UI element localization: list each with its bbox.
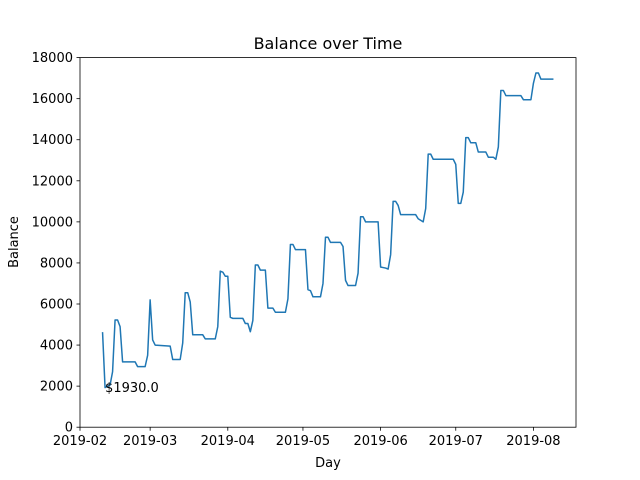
- x-tick-label: 2019-07: [429, 434, 483, 449]
- y-tick-label: 6000: [40, 298, 73, 313]
- x-tick-label: 2019-03: [123, 434, 177, 449]
- x-tick-label: 2019-06: [353, 434, 407, 449]
- y-tick-label: 16000: [32, 92, 73, 107]
- chart-title: Balance over Time: [254, 34, 403, 53]
- x-tick-label: 2019-02: [53, 434, 107, 449]
- y-tick-label: 18000: [32, 51, 73, 66]
- y-tick-label: 0: [65, 421, 73, 436]
- annotation: $1930.0: [105, 381, 159, 396]
- x-axis-label: Day: [315, 456, 341, 471]
- x-tick-label: 2019-04: [201, 434, 255, 449]
- y-tick-label: 14000: [32, 133, 73, 148]
- y-axis-label: Balance: [7, 216, 22, 268]
- plot-frame: [79, 57, 577, 428]
- line-series: [101, 72, 554, 389]
- x-tick-label: 2019-05: [276, 434, 330, 449]
- y-tick-label: 8000: [40, 256, 73, 271]
- y-tick-label: 4000: [40, 339, 73, 354]
- y-tick-label: 10000: [32, 215, 73, 230]
- y-tick-label: 2000: [40, 380, 73, 395]
- x-tick-label: 2019-08: [506, 434, 560, 449]
- y-tick-label: 12000: [32, 174, 73, 189]
